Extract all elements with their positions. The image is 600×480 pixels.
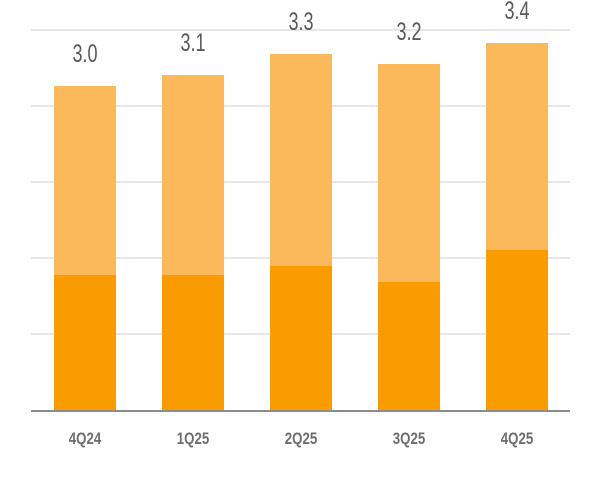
bar-3q25 <box>378 64 440 411</box>
bar-segment-lower <box>54 274 116 411</box>
bar-segment-upper <box>378 64 440 283</box>
bar-4q25 <box>486 42 548 411</box>
x-axis-label: 4Q25 <box>500 429 534 448</box>
x-axis-label: 3Q25 <box>392 429 426 448</box>
x-axis-label: 2Q25 <box>284 429 318 448</box>
bar-2q25 <box>270 53 332 411</box>
x-axis-label: 4Q24 <box>68 429 102 448</box>
bar-segment-upper <box>54 86 116 275</box>
bar-segment-upper <box>270 53 332 266</box>
bar-1q25 <box>162 75 224 411</box>
bar-segment-upper <box>486 42 548 250</box>
x-axis-label: 1Q25 <box>176 429 210 448</box>
bar-segment-upper <box>162 75 224 275</box>
bar-segment-lower <box>486 249 548 411</box>
bar-segment-lower <box>162 274 224 411</box>
x-axis-baseline <box>31 410 570 412</box>
data-label: 3.1 <box>180 29 206 58</box>
data-label: 3.3 <box>288 7 314 36</box>
data-label: 3.0 <box>72 40 98 69</box>
gridline <box>31 29 570 31</box>
bar-4q24 <box>54 86 116 411</box>
bar-segment-lower <box>378 282 440 411</box>
data-label: 3.2 <box>396 18 422 47</box>
data-label: 3.4 <box>504 0 530 25</box>
bar-segment-lower <box>270 265 332 411</box>
